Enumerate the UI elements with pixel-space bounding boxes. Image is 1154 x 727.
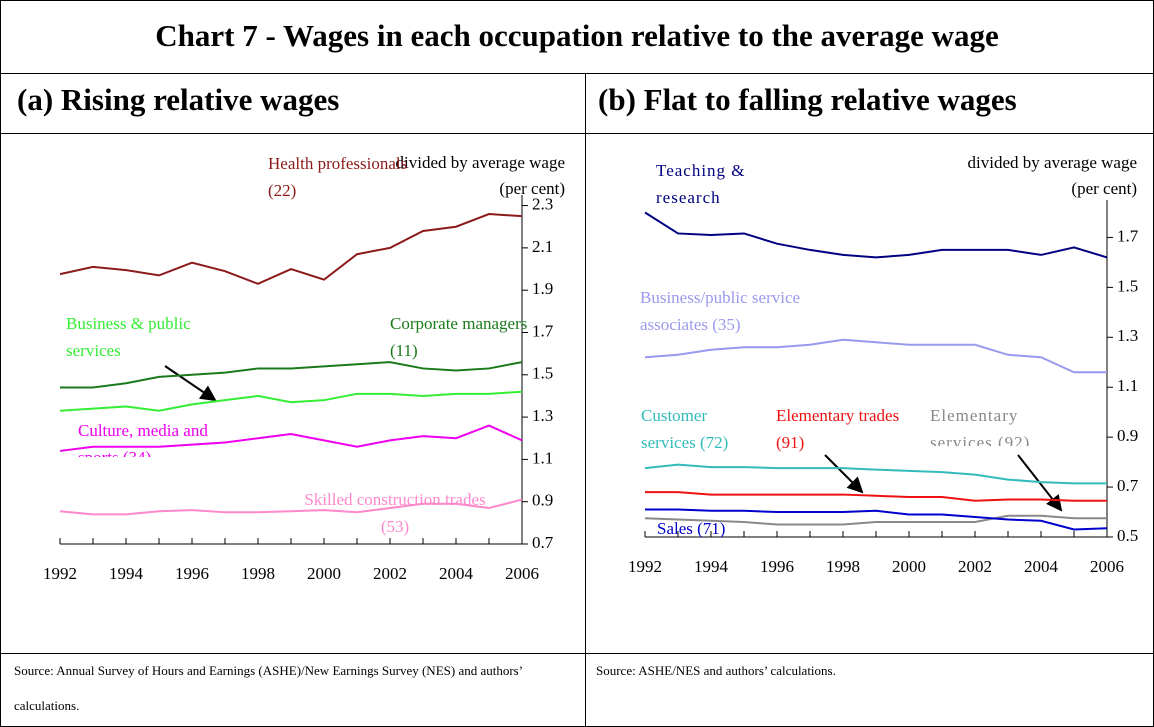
x-tick-label: 1994 [694, 557, 729, 576]
series-label: Corporate managers (11) [390, 314, 528, 360]
series-line [59, 424, 523, 452]
x-tick-label: 2004 [1024, 557, 1059, 576]
series-label: Culture, media and sports (34) [78, 421, 208, 457]
y-tick-label: 1.7 [532, 321, 554, 340]
series-line [59, 213, 523, 285]
y-tick-label: 0.7 [532, 533, 554, 552]
x-tick-label: 1998 [241, 564, 275, 583]
y-axis-label: divided by average wage (per cent) [967, 153, 1137, 198]
series-line [644, 463, 1107, 485]
series-label: Sales (71) [657, 519, 726, 538]
x-tick-label: 2000 [307, 564, 341, 583]
panel-title: (a) Rising relative wages [17, 82, 340, 117]
x-tick-label: 1996 [175, 564, 209, 583]
y-tick-label: 1.7 [1117, 226, 1139, 245]
y-tick-label: 2.3 [532, 194, 553, 213]
x-tick-label: 1992 [43, 564, 77, 583]
source-note: Source: Annual Survey of Hours and Earni… [14, 663, 523, 713]
series-line [644, 211, 1108, 259]
x-tick-label: 1992 [628, 557, 662, 576]
page-title: Chart 7 - Wages in each occupation relat… [155, 18, 999, 53]
x-tick-label: 1994 [109, 564, 144, 583]
series-label: Skilled construction trades (53) [304, 490, 486, 536]
y-tick-label: 0.5 [1117, 526, 1138, 545]
series-line [644, 338, 1107, 374]
series-label: Customer services (72) [641, 406, 729, 452]
y-tick-label: 1.1 [532, 448, 553, 467]
series-label: Business & public services [66, 314, 191, 360]
x-tick-label: 2006 [505, 564, 539, 583]
arrow [164, 365, 217, 402]
x-tick-label: 2000 [892, 557, 926, 576]
y-tick-label: 1.9 [532, 279, 553, 298]
series-label: Elementary trades (91) [776, 406, 900, 452]
y-tick-label: 1.5 [1117, 276, 1138, 295]
x-tick-label: 2006 [1090, 557, 1124, 576]
y-tick-label: 0.9 [532, 491, 553, 510]
series-line [60, 361, 523, 389]
series-line [59, 498, 523, 516]
series-line [644, 514, 1107, 526]
y-tick-label: 2.1 [532, 237, 553, 256]
y-tick-label: 1.3 [1117, 326, 1138, 345]
y-tick-label: 1.3 [532, 406, 553, 425]
x-tick-label: 2004 [439, 564, 474, 583]
series-line [59, 390, 523, 412]
y-tick-label: 0.9 [1117, 426, 1138, 445]
x-tick-label: 1998 [826, 557, 860, 576]
series-line [645, 491, 1107, 502]
x-tick-label: 2002 [958, 557, 992, 576]
series-line [645, 508, 1108, 531]
y-tick-label: 1.1 [1117, 376, 1138, 395]
series-label: Business/public service associates (35) [640, 288, 801, 334]
arrow [824, 454, 864, 494]
series-label: Elementary services (92) [930, 406, 1031, 446]
y-tick-label: 0.7 [1117, 476, 1139, 495]
series-label: Health professionals (22) [268, 154, 408, 200]
series-label: Teaching & research [656, 161, 746, 207]
x-tick-label: 1996 [760, 557, 794, 576]
x-tick-label: 2002 [373, 564, 407, 583]
y-tick-label: 1.5 [532, 364, 553, 383]
panel-title: (b) Flat to falling relative wages [598, 82, 1017, 117]
source-note: Source: ASHE/NES and authors’ calculatio… [596, 663, 836, 678]
y-axis-label: divided by average wage (per cent) [395, 153, 565, 198]
